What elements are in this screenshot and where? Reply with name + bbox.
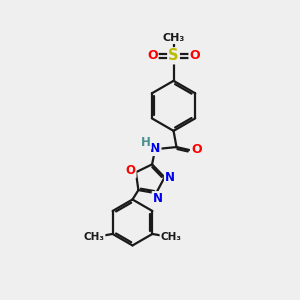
Text: CH₃: CH₃ [84,232,105,242]
Text: H: H [141,136,151,148]
Text: CH₃: CH₃ [162,33,185,43]
Text: O: O [126,164,136,177]
Text: O: O [191,143,202,157]
Text: N: N [153,192,163,205]
Text: CH₃: CH₃ [160,232,182,242]
Text: S: S [168,48,179,63]
Text: O: O [189,49,200,62]
Text: O: O [147,49,158,62]
Text: N: N [150,142,160,155]
Text: N: N [165,171,175,184]
